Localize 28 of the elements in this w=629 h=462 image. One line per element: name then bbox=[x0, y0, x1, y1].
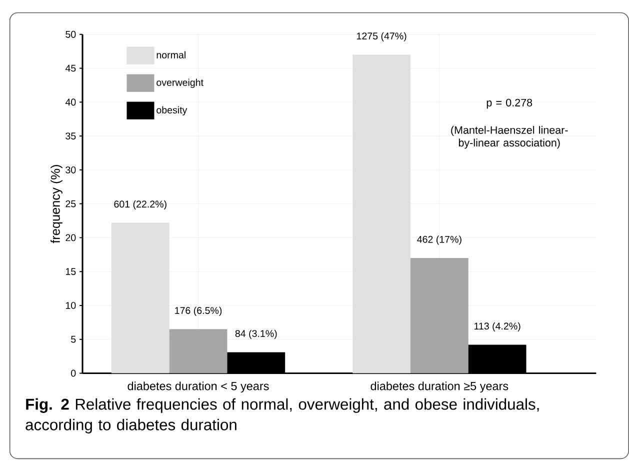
data-label: 1275 (47%) bbox=[357, 32, 406, 42]
text: Fig. 2 Relative frequencies of normal, overweight, and obese individuals, according to diabetes duration bbox=[26, 398, 539, 434]
y-tick-label: 25 bbox=[66, 200, 76, 208]
data-label: 84 (3.1%) bbox=[235, 330, 277, 340]
legend-label: overweight bbox=[156, 78, 204, 88]
y-tick-label: 35 bbox=[66, 132, 76, 140]
annotation: p = 0.278 bbox=[486, 99, 532, 109]
data-label: 113 (4.2%) bbox=[474, 322, 520, 332]
y-tick-label: 15 bbox=[66, 268, 76, 276]
legend-label: normal bbox=[156, 51, 186, 59]
annotation: (Mantel-Haenszel linear-by-linear association) bbox=[451, 126, 568, 149]
legend-label: obesity bbox=[156, 106, 188, 116]
y-tick-label: 10 bbox=[66, 302, 76, 310]
x-tick-label: diabetes duration ≥5 years bbox=[370, 382, 508, 393]
data-label: 601 (22.2%) bbox=[114, 200, 166, 210]
y-tick-label: 0 bbox=[71, 370, 76, 377]
bar bbox=[169, 329, 228, 374]
x-tick-label: diabetes duration < 5 years bbox=[128, 382, 269, 393]
y-tick-label: 40 bbox=[65, 98, 76, 106]
y-tick-label: 50 bbox=[66, 31, 76, 38]
y-tick-label: 30 bbox=[66, 166, 76, 174]
data-label: 462 (17%) bbox=[417, 236, 462, 245]
y-axis-title: frequency (%) bbox=[50, 165, 62, 244]
y-tick-label: 5 bbox=[71, 336, 76, 343]
bar bbox=[410, 258, 468, 374]
y-tick-label: 45 bbox=[65, 65, 76, 72]
y-tick-label: 20 bbox=[66, 234, 76, 242]
data-label: 176 (6.5%) bbox=[175, 306, 222, 316]
